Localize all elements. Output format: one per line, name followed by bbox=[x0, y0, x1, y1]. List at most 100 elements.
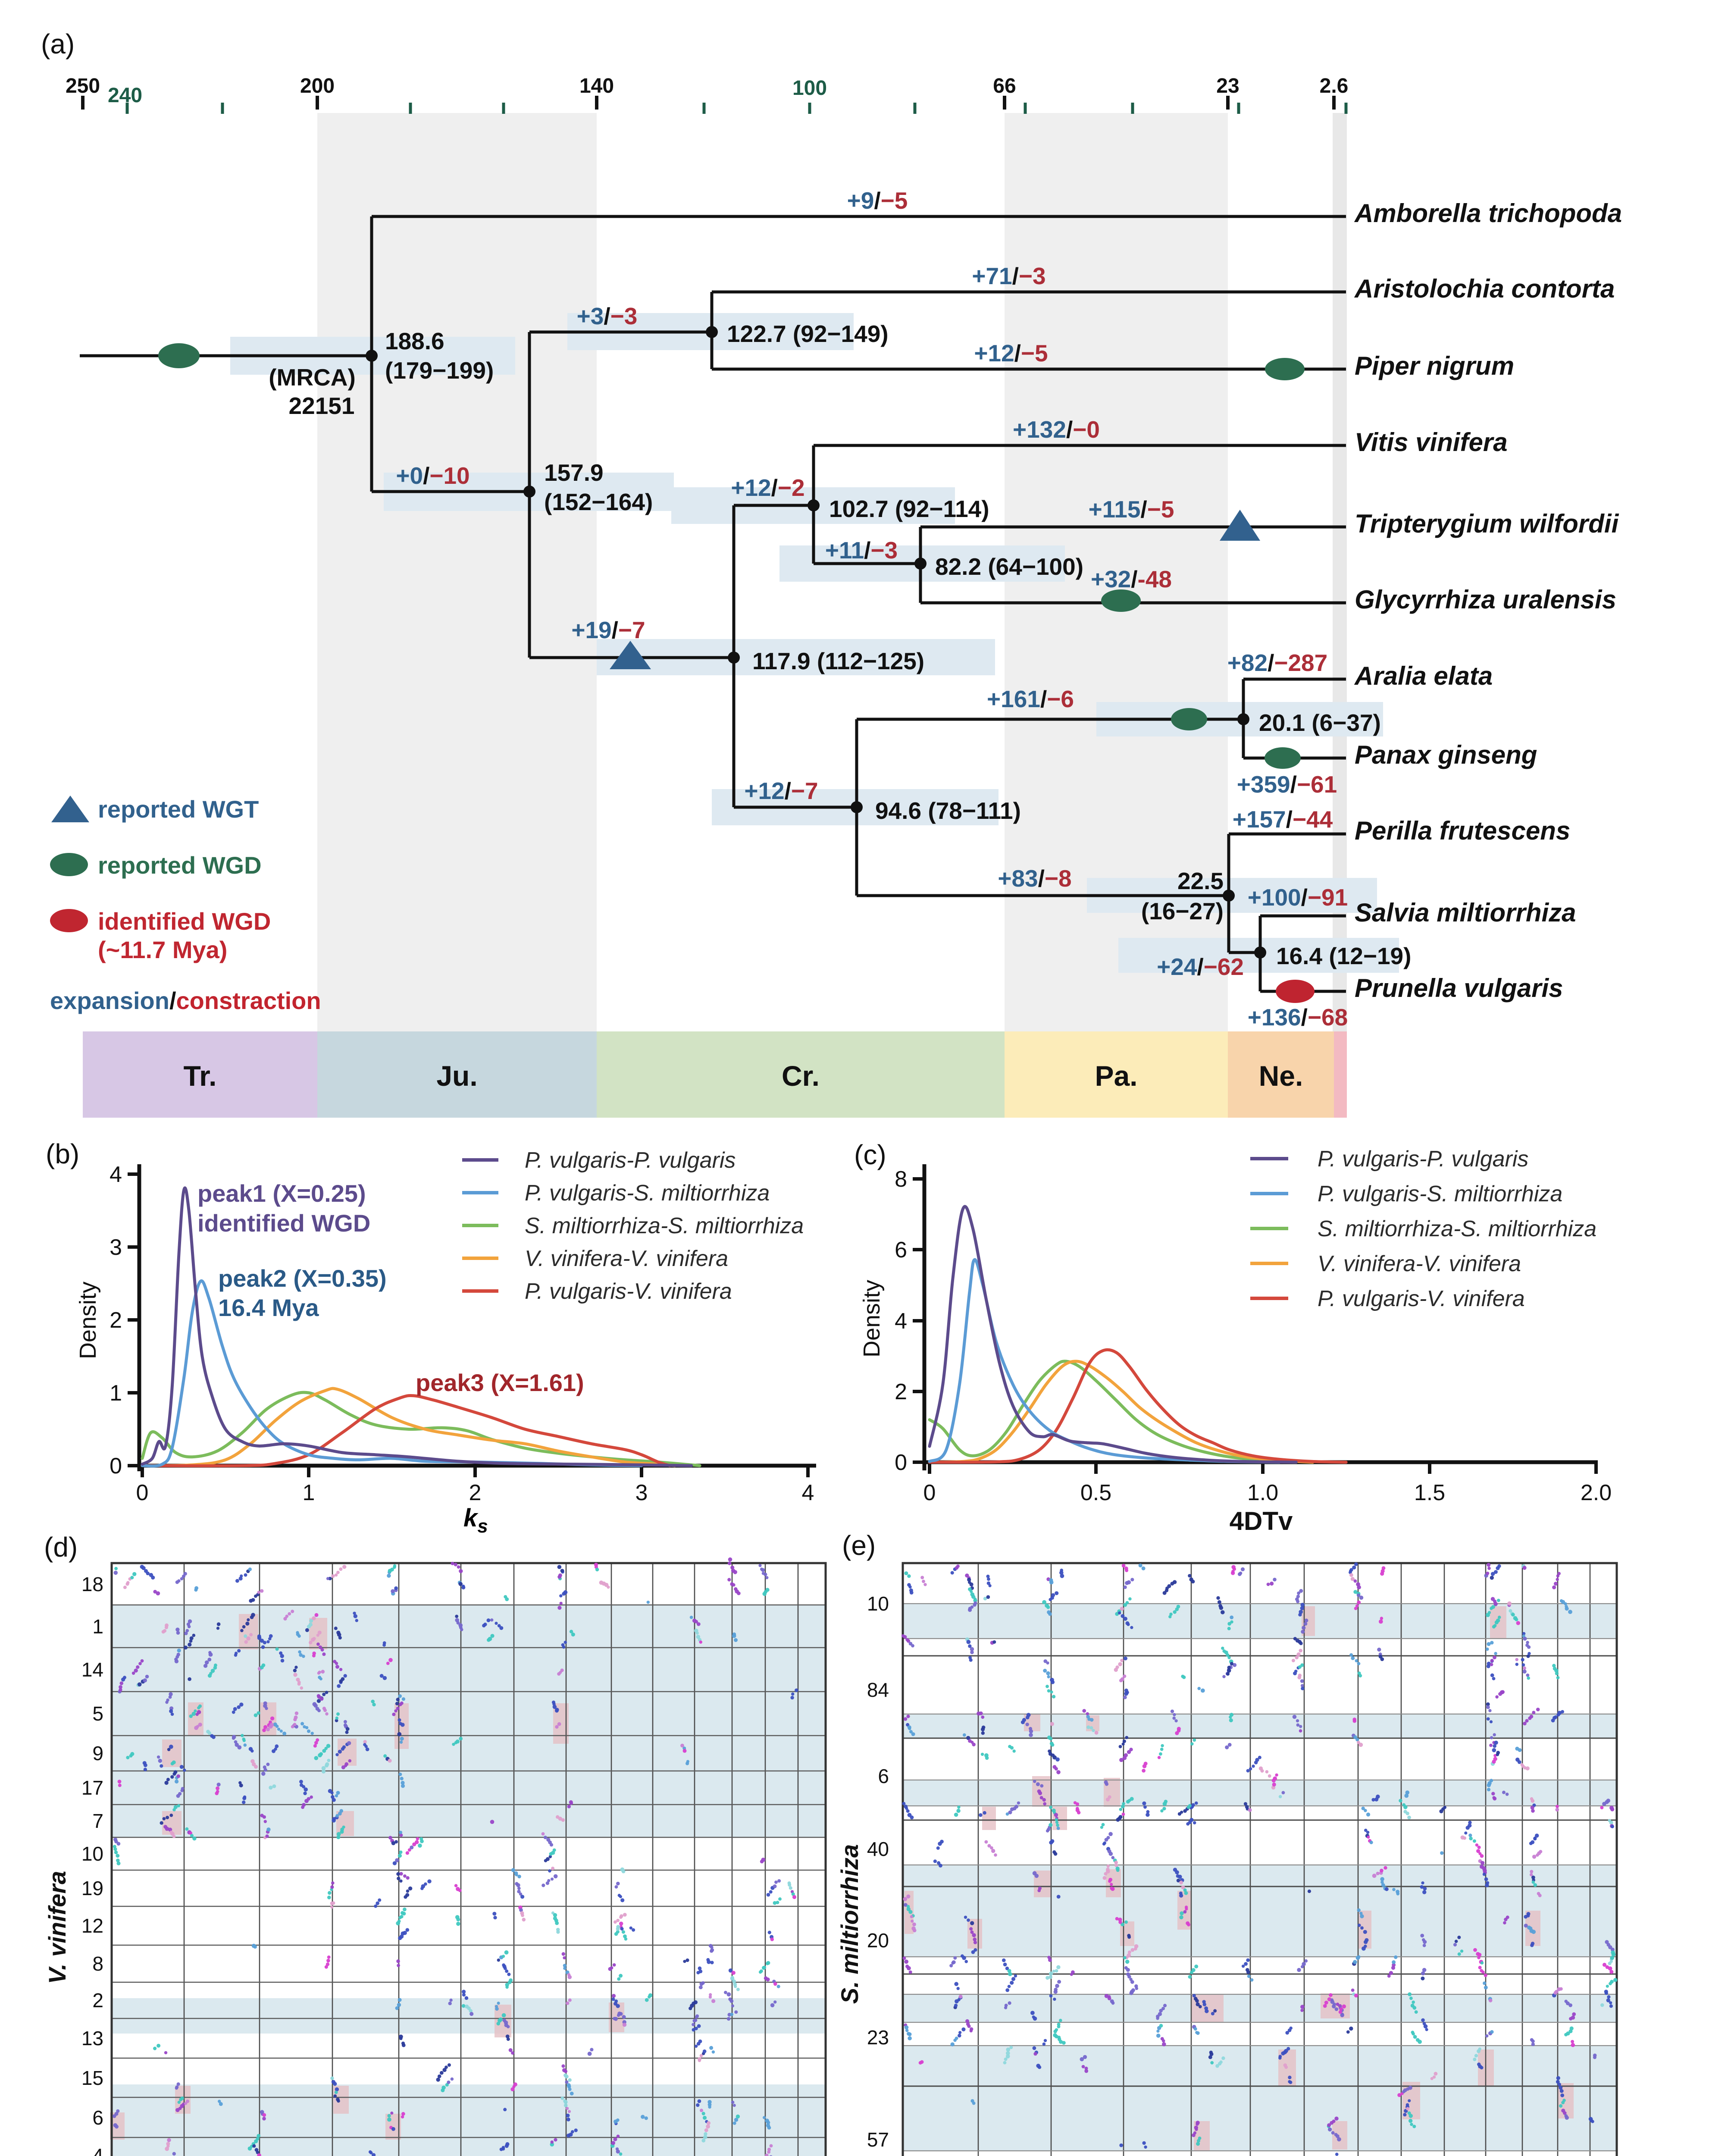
svg-text:+11/−3: +11/−3 bbox=[825, 537, 898, 564]
svg-text:P. vulgaris-S. miltiorrhiza: P. vulgaris-S. miltiorrhiza bbox=[525, 1181, 770, 1206]
svg-text:+71/−3: +71/−3 bbox=[972, 263, 1045, 289]
svg-text:V. vinifera-V. vinifera: V. vinifera-V. vinifera bbox=[525, 1246, 728, 1271]
svg-text:188.6: 188.6 bbox=[385, 328, 444, 354]
svg-text:16.4 Mya: 16.4 Mya bbox=[218, 1294, 319, 1321]
svg-text:identified WGD: identified WGD bbox=[98, 908, 271, 935]
svg-text:20.1 (6−37): 20.1 (6−37) bbox=[1259, 709, 1381, 736]
svg-text:0.5: 0.5 bbox=[1080, 1480, 1111, 1505]
svg-text:4: 4 bbox=[802, 1480, 814, 1505]
svg-text:(MRCA): (MRCA) bbox=[269, 364, 356, 391]
svg-text:9: 9 bbox=[92, 1742, 103, 1764]
svg-text:(16−27): (16−27) bbox=[1141, 898, 1224, 924]
svg-text:Amborella trichopoda: Amborella trichopoda bbox=[1354, 199, 1622, 228]
svg-text:+83/−8: +83/−8 bbox=[998, 865, 1071, 892]
svg-text:(c): (c) bbox=[854, 1139, 886, 1170]
svg-text:+136/−68: +136/−68 bbox=[1248, 1004, 1348, 1031]
svg-text:12: 12 bbox=[81, 1915, 103, 1937]
svg-text:10: 10 bbox=[867, 1592, 889, 1615]
svg-text:Tripterygium wilfordii: Tripterygium wilfordii bbox=[1355, 509, 1619, 538]
svg-text:1: 1 bbox=[92, 1615, 103, 1638]
svg-text:8: 8 bbox=[92, 1952, 103, 1975]
svg-text:reported WGD: reported WGD bbox=[98, 852, 262, 879]
svg-text:14: 14 bbox=[81, 1658, 103, 1681]
svg-text:200: 200 bbox=[300, 75, 335, 97]
svg-text:V. vinifera-V. vinifera: V. vinifera-V. vinifera bbox=[1318, 1251, 1521, 1276]
svg-text:+3/−3: +3/−3 bbox=[577, 303, 638, 329]
svg-text:reported WGT: reported WGT bbox=[98, 796, 259, 823]
svg-text:(~11.7 Mya): (~11.7 Mya) bbox=[98, 936, 227, 963]
svg-text:240: 240 bbox=[108, 84, 142, 107]
svg-text:Density: Density bbox=[75, 1282, 101, 1359]
svg-text:6: 6 bbox=[895, 1238, 907, 1263]
svg-text:Ju.: Ju. bbox=[436, 1060, 477, 1092]
svg-text:+19/−7: +19/−7 bbox=[571, 617, 645, 643]
svg-text:20: 20 bbox=[867, 1929, 889, 1952]
svg-text:117.9 (112−125): 117.9 (112−125) bbox=[752, 648, 924, 674]
svg-text:10: 10 bbox=[81, 1843, 103, 1865]
svg-text:250: 250 bbox=[66, 75, 100, 97]
svg-text:2.0: 2.0 bbox=[1581, 1480, 1612, 1505]
svg-text:94.6 (78−111): 94.6 (78−111) bbox=[875, 797, 1021, 824]
svg-text:16.4 (12−19): 16.4 (12−19) bbox=[1276, 943, 1411, 969]
svg-text:+115/−5: +115/−5 bbox=[1089, 496, 1174, 523]
svg-text:peak1 (X=0.25): peak1 (X=0.25) bbox=[197, 1180, 366, 1207]
svg-text:Perilla frutescens: Perilla frutescens bbox=[1355, 816, 1570, 845]
svg-text:Prunella vulgaris: Prunella vulgaris bbox=[1355, 974, 1563, 1003]
svg-text:(e): (e) bbox=[842, 1530, 876, 1561]
svg-text:122.7 (92−149): 122.7 (92−149) bbox=[727, 320, 889, 347]
svg-text:6: 6 bbox=[878, 1765, 889, 1787]
svg-text:3: 3 bbox=[635, 1480, 648, 1505]
svg-text:+12/−2: +12/−2 bbox=[731, 474, 804, 501]
svg-text:66: 66 bbox=[993, 75, 1016, 97]
svg-text:Density: Density bbox=[859, 1280, 885, 1357]
svg-text:identified WGD: identified WGD bbox=[197, 1210, 370, 1237]
svg-text:+12/−7: +12/−7 bbox=[744, 777, 818, 804]
svg-text:3: 3 bbox=[110, 1235, 122, 1260]
svg-text:23: 23 bbox=[1216, 75, 1239, 97]
svg-text:(b): (b) bbox=[46, 1138, 79, 1169]
svg-text:+100/−91: +100/−91 bbox=[1248, 884, 1348, 911]
svg-text:peak3 (X=1.61): peak3 (X=1.61) bbox=[416, 1369, 584, 1396]
svg-text:(179−199): (179−199) bbox=[385, 357, 494, 384]
svg-text:+9/−5: +9/−5 bbox=[847, 187, 908, 214]
svg-text:0: 0 bbox=[136, 1480, 149, 1505]
svg-text:Panax ginseng: Panax ginseng bbox=[1355, 740, 1537, 769]
svg-text:Vitis vinifera: Vitis vinifera bbox=[1355, 428, 1508, 457]
svg-text:V. vinifera: V. vinifera bbox=[44, 1871, 71, 1984]
svg-text:19: 19 bbox=[81, 1877, 103, 1899]
svg-text:expansion/constraction: expansion/constraction bbox=[50, 987, 321, 1014]
svg-text:140: 140 bbox=[579, 75, 614, 97]
svg-text:(d): (d) bbox=[44, 1532, 78, 1563]
svg-text:P. vulgaris-S. miltiorrhiza: P. vulgaris-S. miltiorrhiza bbox=[1318, 1181, 1562, 1206]
svg-text:100: 100 bbox=[792, 77, 827, 100]
svg-text:102.7 (92−114): 102.7 (92−114) bbox=[829, 495, 989, 522]
svg-text:13: 13 bbox=[81, 2027, 103, 2049]
svg-text:P. vulgaris-V. vinifera: P. vulgaris-V. vinifera bbox=[525, 1279, 732, 1304]
svg-text:8: 8 bbox=[895, 1167, 907, 1192]
svg-text:18: 18 bbox=[81, 1573, 103, 1595]
svg-text:15: 15 bbox=[81, 2067, 103, 2089]
svg-text:Glycyrrhiza uralensis: Glycyrrhiza uralensis bbox=[1355, 585, 1616, 614]
svg-text:peak2 (X=0.35): peak2 (X=0.35) bbox=[218, 1265, 387, 1292]
svg-text:P. vulgaris-P. vulgaris: P. vulgaris-P. vulgaris bbox=[1318, 1147, 1528, 1172]
svg-text:1: 1 bbox=[303, 1480, 315, 1505]
svg-text:Ne.: Ne. bbox=[1259, 1060, 1303, 1092]
svg-text:2: 2 bbox=[110, 1308, 122, 1333]
svg-text:0: 0 bbox=[895, 1450, 907, 1475]
svg-text:Aristolochia contorta: Aristolochia contorta bbox=[1354, 274, 1615, 303]
svg-text:(a): (a) bbox=[41, 28, 75, 60]
svg-text:40: 40 bbox=[867, 1838, 889, 1860]
svg-text:+359/−61: +359/−61 bbox=[1237, 771, 1337, 798]
svg-text:4: 4 bbox=[92, 2144, 103, 2156]
svg-text:1.0: 1.0 bbox=[1247, 1480, 1278, 1505]
svg-text:0: 0 bbox=[923, 1480, 936, 1505]
svg-text:(152−164): (152−164) bbox=[544, 489, 653, 515]
svg-text:Tr.: Tr. bbox=[183, 1060, 216, 1092]
svg-text:0: 0 bbox=[110, 1454, 122, 1479]
svg-text:Cr.: Cr. bbox=[782, 1060, 820, 1092]
svg-text:57: 57 bbox=[867, 2128, 889, 2151]
svg-text:+32/-48: +32/-48 bbox=[1091, 566, 1172, 592]
svg-text:Pa.: Pa. bbox=[1095, 1060, 1137, 1092]
svg-text:1: 1 bbox=[110, 1381, 122, 1406]
svg-text:2: 2 bbox=[469, 1480, 482, 1505]
